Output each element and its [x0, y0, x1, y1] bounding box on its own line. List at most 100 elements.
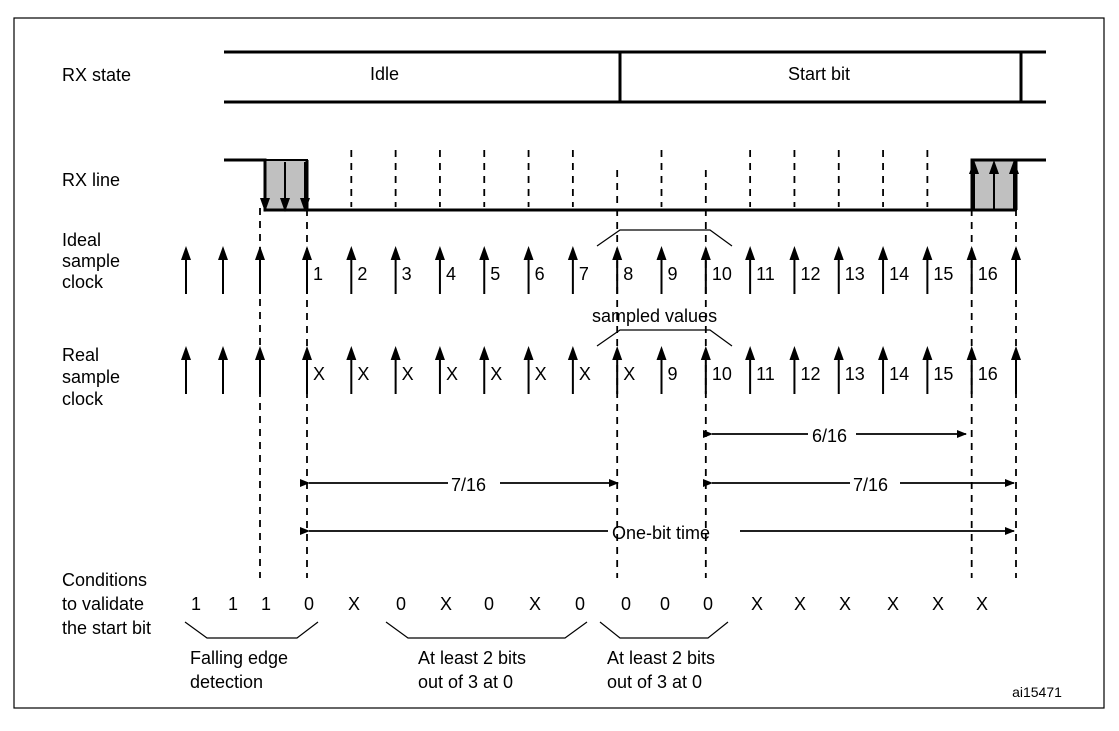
ideal-clock-arrow [789, 246, 800, 294]
ideal-clock-arrow [700, 246, 711, 294]
condition-value: 0 [660, 594, 670, 614]
ideal-clock-number: 2 [357, 264, 367, 284]
ideal-clock-number: 16 [978, 264, 998, 284]
condition-value: X [348, 594, 360, 614]
two-of-three-a-label-1: At least 2 bits [418, 648, 526, 668]
ideal-clock-number: 13 [845, 264, 865, 284]
ideal-clock-number: 10 [712, 264, 732, 284]
real-clock-arrow [966, 346, 977, 394]
ideal-clock-arrow [612, 246, 623, 294]
real-clock-arrow [523, 346, 534, 394]
condition-value: 1 [191, 594, 201, 614]
real-clock-arrow [878, 346, 889, 394]
ideal-clock-arrow [833, 246, 844, 294]
real-clock-number: 15 [933, 364, 953, 384]
real-clock-number: 16 [978, 364, 998, 384]
real-sample-clock: X X X X X X X X 9 10 11 12 13 14 15 16 [181, 346, 1021, 394]
rising-sample-arrow [989, 160, 999, 210]
figure-id: ai15471 [1012, 684, 1062, 700]
conditions-label-1: Conditions [62, 570, 147, 590]
measurement-arrows [300, 430, 1015, 535]
real-clock-arrow [700, 346, 711, 394]
two-of-three-b-label-1: At least 2 bits [607, 648, 715, 668]
ideal-clock-arrow [479, 246, 490, 294]
ideal-clock-arrow [523, 246, 534, 294]
conditions-values: 1 1 1 0 X 0 X 0 X 0 0 0 0 X X X X X X [191, 594, 988, 614]
real-clock-number: X [402, 364, 414, 384]
real-clock-arrow [1011, 346, 1021, 394]
falling-edge-label-1: Falling edge [190, 648, 288, 668]
rising-edge-sample-arrows [969, 160, 1019, 210]
sampled-values-label: sampled values [592, 306, 717, 326]
rx-line-label: RX line [62, 170, 120, 190]
ideal-clock-arrow [745, 246, 756, 294]
idle-state-label: Idle [370, 64, 399, 84]
ideal-clock-label-3: clock [62, 272, 104, 292]
real-clock-number: X [446, 364, 458, 384]
real-clock-number: 11 [756, 364, 775, 384]
condition-value: X [794, 594, 806, 614]
ideal-clock-number: 4 [446, 264, 456, 284]
real-clock-number: X [357, 364, 369, 384]
real-clock-number: 9 [668, 364, 678, 384]
real-clock-arrow [612, 346, 623, 394]
conditions-label-2: to validate [62, 594, 144, 614]
ideal-clock-number: 8 [623, 264, 633, 284]
rx-line-waveform [224, 158, 1046, 212]
real-clock-number: X [579, 364, 591, 384]
ideal-clock-arrow [434, 246, 445, 294]
two-of-three-b-label-2: out of 3 at 0 [607, 672, 702, 692]
ideal-clock-label-1: Ideal [62, 230, 101, 250]
real-clock-number: 14 [889, 364, 909, 384]
falling-edge-label-2: detection [190, 672, 263, 692]
real-clock-arrow [922, 346, 933, 394]
real-clock-label-2: sample [62, 367, 120, 387]
condition-value: 0 [621, 594, 631, 614]
ideal-clock-arrow [302, 246, 312, 294]
real-clock-arrow [302, 346, 312, 394]
real-clock-arrow [567, 346, 578, 394]
condition-value: 0 [703, 594, 713, 614]
condition-value: 1 [228, 594, 238, 614]
condition-value: 0 [575, 594, 585, 614]
real-clock-number: X [313, 364, 325, 384]
condition-value: 0 [484, 594, 494, 614]
real-clock-arrow [181, 346, 191, 394]
condition-value: 0 [304, 594, 314, 614]
ideal-clock-number: 6 [535, 264, 545, 284]
ideal-clock-number: 11 [756, 264, 775, 284]
real-clock-number: 12 [800, 364, 820, 384]
ideal-clock-arrow [1011, 246, 1021, 294]
ideal-clock-number: 3 [402, 264, 412, 284]
ideal-clock-number: 14 [889, 264, 909, 284]
real-clock-number: X [623, 364, 635, 384]
ideal-clock-number: 15 [933, 264, 953, 284]
rx-state-band [224, 50, 1046, 104]
real-clock-arrow [745, 346, 756, 394]
ideal-clock-arrow [346, 246, 357, 294]
ideal-sample-clock: 1 2 3 4 5 6 7 8 9 10 11 12 13 14 15 16 [181, 246, 1021, 294]
ideal-clock-arrow [255, 246, 265, 294]
ideal-clock-arrow [922, 246, 933, 294]
start-bit-state-label: Start bit [788, 64, 850, 84]
condition-value: X [932, 594, 944, 614]
ideal-clock-number: 12 [800, 264, 820, 284]
real-clock-label-1: Real [62, 345, 99, 365]
ideal-clock-label-2: sample [62, 251, 120, 271]
seven-sixteenths-right-label: 7/16 [853, 475, 888, 495]
real-clock-arrow [346, 346, 357, 394]
ideal-clock-arrow [390, 246, 401, 294]
six-sixteenths-label: 6/16 [812, 426, 847, 446]
condition-value: X [839, 594, 851, 614]
figure-frame [13, 17, 1105, 709]
real-clock-arrow [218, 346, 228, 394]
one-bit-time-label: One-bit time [612, 523, 710, 543]
ideal-clock-number: 5 [490, 264, 500, 284]
falling-sample-arrow [280, 162, 290, 212]
ideal-clock-arrow [181, 246, 191, 294]
seven-sixteenths-left-label: 7/16 [451, 475, 486, 495]
condition-value: X [751, 594, 763, 614]
real-clock-number: X [490, 364, 502, 384]
real-clock-arrow [434, 346, 445, 394]
